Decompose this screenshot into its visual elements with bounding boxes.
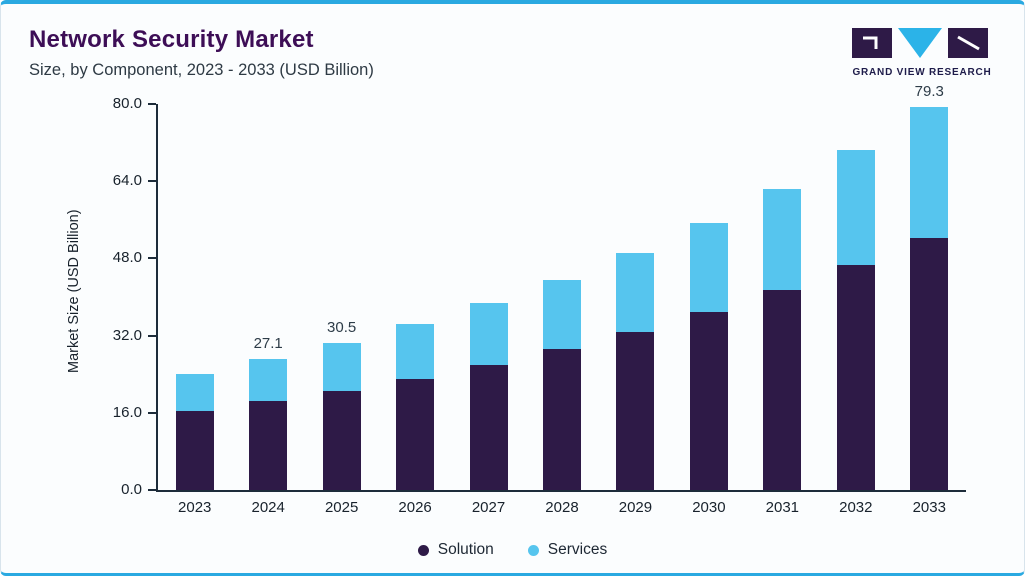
chart-header: Network Security Market Size, by Compone…: [29, 26, 996, 80]
bar-segment-services-2029: [616, 252, 655, 332]
bar-segment-solution-2025: [322, 390, 361, 490]
bar-segment-services-2028: [542, 279, 581, 350]
bar-segment-solution-2029: [616, 331, 655, 490]
bar-group-2028: 2028: [542, 104, 581, 516]
bar-segment-solution-2028: [542, 349, 581, 490]
bar-group-2027: 2027: [469, 104, 508, 516]
y-tick-mark: [148, 489, 156, 491]
x-axis-label-2029: 2029: [618, 499, 653, 516]
bar-group-2030: 2030: [689, 104, 728, 516]
y-axis-title: Market Size (USD Billion): [66, 209, 82, 373]
x-axis-label-2024: 2024: [251, 499, 285, 516]
bar-segment-services-2033: [910, 107, 949, 238]
gvr-logo-icon: [852, 28, 988, 58]
bars-container: 2023 27.1 2024 30.5 2025 2026 2027 2028 2029 2030…: [158, 83, 966, 516]
bar-group-2023: 2023: [175, 104, 214, 516]
y-tick-mark: [148, 180, 156, 183]
bar-group-2029: 2029: [616, 104, 655, 516]
legend-dot-services: [527, 544, 539, 556]
bar-group-2024: 27.1 2024: [249, 104, 288, 516]
bar-segment-solution-2032: [836, 265, 875, 490]
bar-value-label-2024: 27.1: [253, 335, 283, 353]
bar-group-2032: 2032: [836, 104, 875, 516]
legend-item-services: Services: [527, 541, 608, 559]
bar-group-2025: 30.5 2025: [322, 104, 361, 516]
y-tick-label: 16.0: [112, 403, 142, 421]
y-tick-label: 32.0: [112, 326, 142, 344]
bar-value-label-2025: 30.5: [327, 318, 357, 336]
y-tick-label: 80.0: [112, 95, 142, 112]
y-tick-mark: [148, 257, 156, 260]
bar-segment-services-2030: [689, 222, 728, 312]
legend-item-solution: Solution: [417, 541, 494, 559]
x-axis-label-2026: 2026: [398, 499, 432, 516]
x-axis-label-2031: 2031: [765, 499, 800, 516]
legend-dot-solution: [417, 544, 429, 556]
bar-segment-services-2023: [175, 373, 214, 411]
bar-segment-solution-2027: [469, 364, 508, 490]
plot-area: 0.0 16.0 32.0 48.0 64.0 80.0 2023 27.1 2024 30.5 2…: [113, 83, 966, 516]
bar-segment-services-2024: [249, 359, 288, 402]
gvr-logo-text: GRAND VIEW RESEARCH: [852, 67, 992, 78]
bar-segment-services-2027: [469, 303, 508, 365]
legend-label-solution: Solution: [437, 541, 494, 558]
y-tick-mark: [148, 103, 156, 105]
bar-group-2026: 2026: [396, 104, 435, 516]
chart-title: Network Security Market: [29, 26, 314, 53]
y-tick-label: 48.0: [112, 249, 142, 267]
bar-segment-solution-2033: [910, 237, 949, 490]
bar-segment-services-2031: [763, 188, 802, 290]
bar-segment-services-2025: [322, 342, 361, 391]
y-tick-label: 64.0: [112, 172, 142, 190]
bar-segment-solution-2023: [175, 410, 214, 490]
gvr-logo: GRAND VIEW RESEARCH: [848, 28, 996, 78]
chart-legend: Solution Services: [1, 541, 1024, 559]
bar-segment-solution-2024: [249, 401, 288, 490]
chart-subtitle: Size, by Component, 2023 - 2033 (USD Bil…: [29, 61, 374, 79]
bar-segment-services-2032: [836, 150, 875, 266]
bar-segment-solution-2031: [763, 289, 802, 490]
bar-segment-services-2026: [396, 324, 435, 379]
bar-segment-solution-2030: [689, 311, 728, 490]
legend-label-services: Services: [547, 541, 608, 558]
y-tick-mark: [148, 411, 156, 414]
bar-segment-solution-2026: [396, 378, 435, 490]
bar-value-label-2033: 79.3: [914, 83, 944, 101]
y-tick-label: 0.0: [121, 481, 142, 498]
x-axis-label-2028: 2028: [545, 499, 579, 516]
chart-area: Market Size (USD Billion) 0.0 16.0 32.0 48.…: [1, 83, 1024, 573]
bar-group-2031: 2031: [763, 104, 802, 516]
bar-group-2033: 79.3 2033: [910, 83, 949, 516]
x-axis-label-2030: 2030: [692, 499, 726, 516]
y-tick-mark: [148, 334, 156, 337]
x-axis-label-2027: 2027: [471, 499, 506, 516]
x-axis-label-2025: 2025: [324, 499, 359, 516]
x-axis-label-2033: 2033: [912, 499, 946, 516]
x-axis-label-2032: 2032: [839, 499, 873, 516]
x-axis-label-2023: 2023: [178, 499, 212, 516]
